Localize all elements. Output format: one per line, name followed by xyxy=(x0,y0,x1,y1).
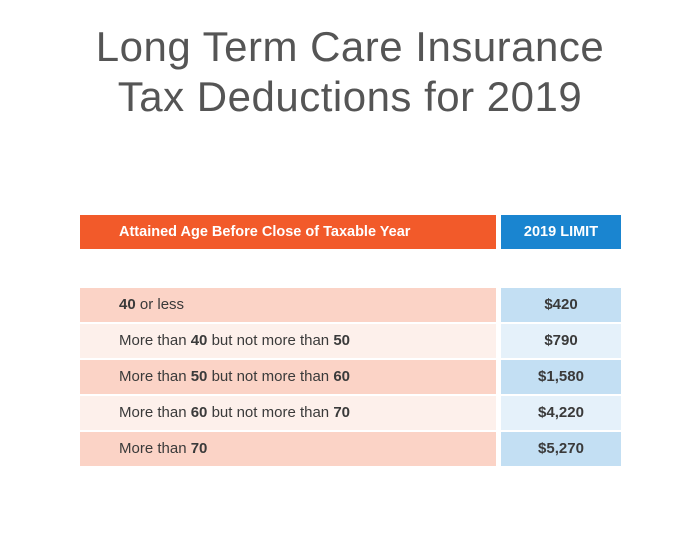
table-row: More than 70 $5,270 xyxy=(80,432,621,466)
age-cell: More than 50 but not more than 60 xyxy=(80,360,496,394)
table-row: More than 50 but not more than 60 $1,580 xyxy=(80,360,621,394)
age-number: 40 xyxy=(119,296,136,313)
age-cell: More than 70 xyxy=(80,432,496,466)
age-number: 70 xyxy=(333,404,351,421)
age-number: 50 xyxy=(190,368,208,385)
age-number: 70 xyxy=(190,440,208,457)
page-title: Long Term Care Insurance Tax Deductions … xyxy=(0,22,700,122)
age-text: or less xyxy=(135,296,185,313)
age-number: 50 xyxy=(333,332,351,349)
age-text: but not more than xyxy=(207,332,334,349)
age-text: but not more than xyxy=(207,368,334,385)
age-text: but not more than xyxy=(207,404,334,421)
limit-cell: $420 xyxy=(501,288,621,322)
age-text: More than xyxy=(119,404,191,421)
age-text: More than xyxy=(119,368,191,385)
limit-cell: $4,220 xyxy=(501,396,621,430)
age-cell: More than 40 but not more than 50 xyxy=(80,324,496,358)
table-row: More than 60 but not more than 70 $4,220 xyxy=(80,396,621,430)
title-line-1: Long Term Care Insurance xyxy=(95,23,605,70)
limit-cell: $790 xyxy=(501,324,621,358)
age-text: More than xyxy=(119,332,191,349)
age-number: 60 xyxy=(333,368,351,385)
age-number: 40 xyxy=(190,332,208,349)
table-row: More than 40 but not more than 50 $790 xyxy=(80,324,621,358)
table-body: 40 or less $420 More than 40 but not mor… xyxy=(80,288,621,468)
age-cell: More than 60 but not more than 70 xyxy=(80,396,496,430)
limit-cell: $1,580 xyxy=(501,360,621,394)
age-number: 60 xyxy=(190,404,208,421)
title-line-2: Tax Deductions for 2019 xyxy=(117,73,583,120)
age-cell: 40 or less xyxy=(80,288,496,322)
age-text: More than xyxy=(119,440,191,457)
header-limit: 2019 LIMIT xyxy=(501,215,621,249)
table-row: 40 or less $420 xyxy=(80,288,621,322)
header-age: Attained Age Before Close of Taxable Yea… xyxy=(80,215,496,249)
limit-cell: $5,270 xyxy=(501,432,621,466)
